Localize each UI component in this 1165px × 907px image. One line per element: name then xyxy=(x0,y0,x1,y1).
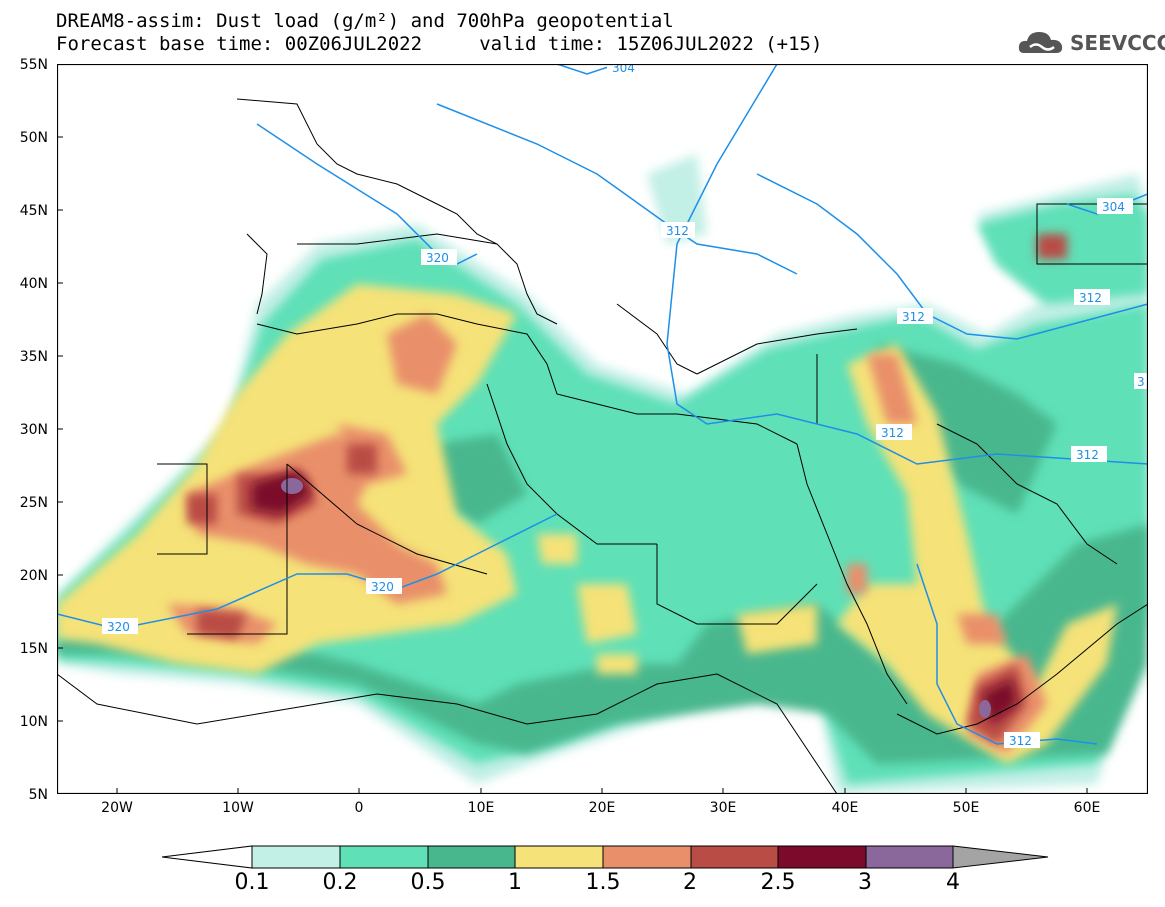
lon-label: 20E xyxy=(588,800,616,816)
colorbar-tick-label: 3 xyxy=(858,870,872,895)
svg-text:312: 312 xyxy=(902,310,925,324)
svg-text:312: 312 xyxy=(1076,448,1099,462)
dust-load-map: 304 304 312 312 312 320 320 320 312 312 … xyxy=(57,64,1148,794)
coastlines-and-borders xyxy=(57,98,1148,794)
contour-label: 304 xyxy=(1097,198,1133,214)
lat-label: 25N xyxy=(19,495,48,511)
colorbar-bin xyxy=(602,845,692,869)
svg-text:320: 320 xyxy=(107,620,130,634)
lat-label: 30N xyxy=(19,422,48,438)
colorbar-bin xyxy=(339,845,429,869)
colorbar-bin xyxy=(514,845,604,869)
colorbar-tick-label: 1.5 xyxy=(585,870,621,895)
contour-label: 3 xyxy=(1134,373,1148,389)
colorbar-bin xyxy=(690,845,779,869)
lon-label: 50E xyxy=(952,800,980,816)
contour-label: 312 xyxy=(661,222,695,238)
cloud-logo-icon xyxy=(1018,32,1063,53)
lon-label: 60E xyxy=(1073,800,1101,816)
forecast-time-subtitle: Forecast base time: 00Z06JUL2022 valid t… xyxy=(56,33,823,55)
contour-labels: 304 304 312 312 312 320 320 320 312 312 … xyxy=(102,64,1148,748)
colorbar-tick-label: 4 xyxy=(946,870,960,895)
svg-text:320: 320 xyxy=(426,251,449,265)
colorbar-tick-label: 2.5 xyxy=(760,870,796,895)
contour-label: 320 xyxy=(366,578,402,594)
contour-label: 320 xyxy=(102,618,138,634)
svg-text:320: 320 xyxy=(371,580,394,594)
contour-label: 312 xyxy=(1071,446,1107,462)
seevccc-logo: SEEVCCC xyxy=(1016,25,1165,59)
logo-text: SEEVCCC xyxy=(1070,31,1165,55)
svg-text:312: 312 xyxy=(1009,734,1032,748)
colorbar-above-arrow xyxy=(952,845,1049,869)
lat-label: 40N xyxy=(19,276,48,292)
contour-label: 320 xyxy=(421,249,457,265)
colorbar-bin xyxy=(777,845,867,869)
svg-text:3: 3 xyxy=(1137,375,1145,389)
lat-label: 35N xyxy=(19,349,48,365)
svg-text:312: 312 xyxy=(881,426,904,440)
svg-text:304: 304 xyxy=(1102,200,1125,214)
colorbar xyxy=(161,845,1049,869)
contour-label: 312 xyxy=(897,308,933,324)
lon-label: 40E xyxy=(831,800,859,816)
lat-label: 5N xyxy=(28,787,48,803)
svg-text:304: 304 xyxy=(612,64,635,75)
lon-label: 20W xyxy=(101,800,133,816)
svg-text:312: 312 xyxy=(666,224,689,238)
lat-label: 20N xyxy=(19,568,48,584)
colorbar-tick-label: 0.1 xyxy=(234,870,270,895)
contour-label: 312 xyxy=(876,424,912,440)
contour-label: 312 xyxy=(1074,289,1110,305)
axis-ticks xyxy=(57,136,1088,794)
lat-label: 55N xyxy=(19,57,48,73)
colorbar-tick-label: 0.2 xyxy=(322,870,358,895)
lon-label: 30E xyxy=(709,800,737,816)
lat-label: 10N xyxy=(19,714,48,730)
colorbar-tick-label: 0.5 xyxy=(410,870,446,895)
lon-label: 10W xyxy=(222,800,254,816)
colorbar-bins xyxy=(251,845,954,869)
contour-label: 312 xyxy=(1004,732,1040,748)
contour-label: 304 xyxy=(607,64,643,75)
map-title: DREAM8-assim: Dust load (g/m²) and 700hP… xyxy=(56,10,674,32)
colorbar-tick-label: 1 xyxy=(508,870,522,895)
lat-label: 15N xyxy=(19,641,48,657)
colorbar-bin xyxy=(427,845,516,869)
lat-label: 50N xyxy=(19,130,48,146)
colorbar-tick-label: 2 xyxy=(683,870,697,895)
lon-label: 0 xyxy=(354,800,364,816)
lon-label: 10E xyxy=(467,800,495,816)
svg-text:312: 312 xyxy=(1079,291,1102,305)
colorbar-below-arrow xyxy=(161,845,253,869)
lat-label: 45N xyxy=(19,203,48,219)
colorbar-bin xyxy=(251,845,341,869)
colorbar-bin xyxy=(865,845,954,869)
